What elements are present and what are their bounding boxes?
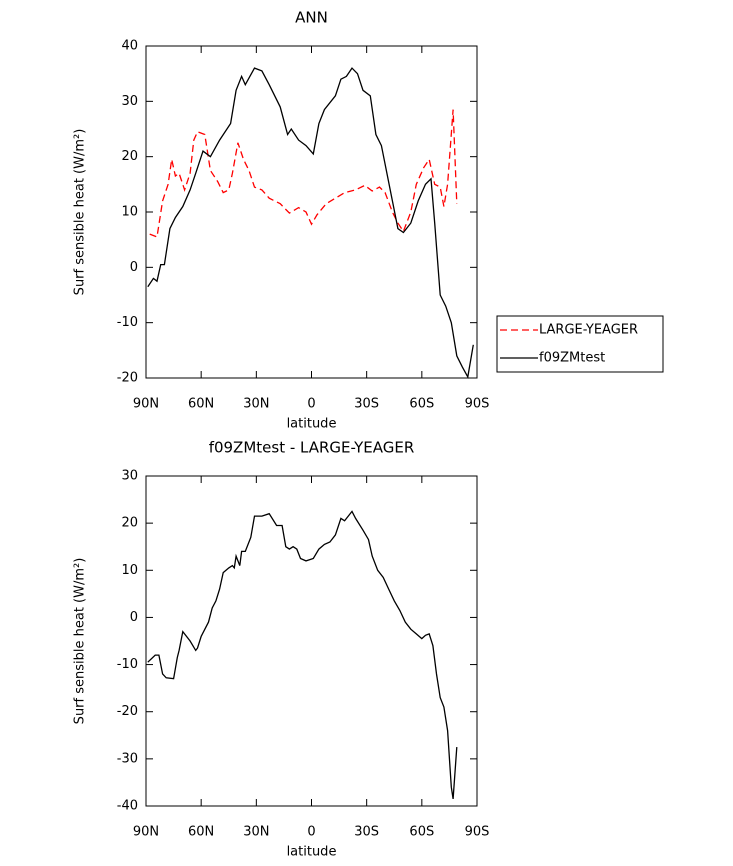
x-axis-label: latitude: [287, 845, 337, 860]
data-line: [147, 67, 474, 379]
x-tick-label: 30S: [354, 825, 379, 840]
y-tick-label: 20: [121, 516, 138, 531]
chart-title: ANN: [295, 9, 328, 27]
x-tick-label: 90N: [133, 397, 159, 412]
plot-frame: [145, 475, 478, 807]
y-tick-label: 0: [130, 260, 138, 275]
data-line: [147, 510, 458, 799]
y-tick-label: 40: [121, 39, 138, 54]
plot-frame: [145, 45, 478, 379]
x-tick-label: 0: [307, 825, 315, 840]
y-tick-label: 10: [121, 563, 138, 578]
y-tick-label: -10: [117, 657, 138, 672]
x-tick-label: 60N: [188, 397, 214, 412]
x-tick-label: 60S: [409, 397, 434, 412]
x-tick-label: 30S: [354, 397, 379, 412]
x-tick-label: 0: [307, 397, 315, 412]
y-tick-label: -10: [117, 315, 138, 330]
x-tick-label: 60S: [409, 825, 434, 840]
x-tick-label: 30N: [243, 397, 269, 412]
y-tick-label: -20: [117, 371, 138, 386]
y-tick-label: 30: [121, 94, 138, 109]
y-axis-label: Surf sensible heat (W/m²): [73, 129, 88, 296]
y-tick-label: -30: [117, 751, 138, 766]
legend-label: LARGE-YEAGER: [539, 323, 638, 338]
legend-box: [496, 315, 664, 373]
y-tick-label: -40: [117, 799, 138, 814]
y-tick-label: 0: [130, 610, 138, 625]
y-axis-label: Surf sensible heat (W/m²): [73, 558, 88, 725]
data-line: [149, 109, 458, 238]
y-tick-label: 10: [121, 205, 138, 220]
legend-label: f09ZMtest: [539, 351, 605, 366]
y-tick-label: -20: [117, 704, 138, 719]
y-tick-label: 20: [121, 149, 138, 164]
x-tick-label: 90S: [465, 397, 490, 412]
x-tick-label: 90N: [133, 825, 159, 840]
chart-title: f09ZMtest - LARGE-YEAGER: [209, 439, 415, 457]
y-tick-label: 30: [121, 469, 138, 484]
x-axis-label: latitude: [287, 417, 337, 432]
x-tick-label: 60N: [188, 825, 214, 840]
x-tick-label: 30N: [243, 825, 269, 840]
x-tick-label: 90S: [465, 825, 490, 840]
